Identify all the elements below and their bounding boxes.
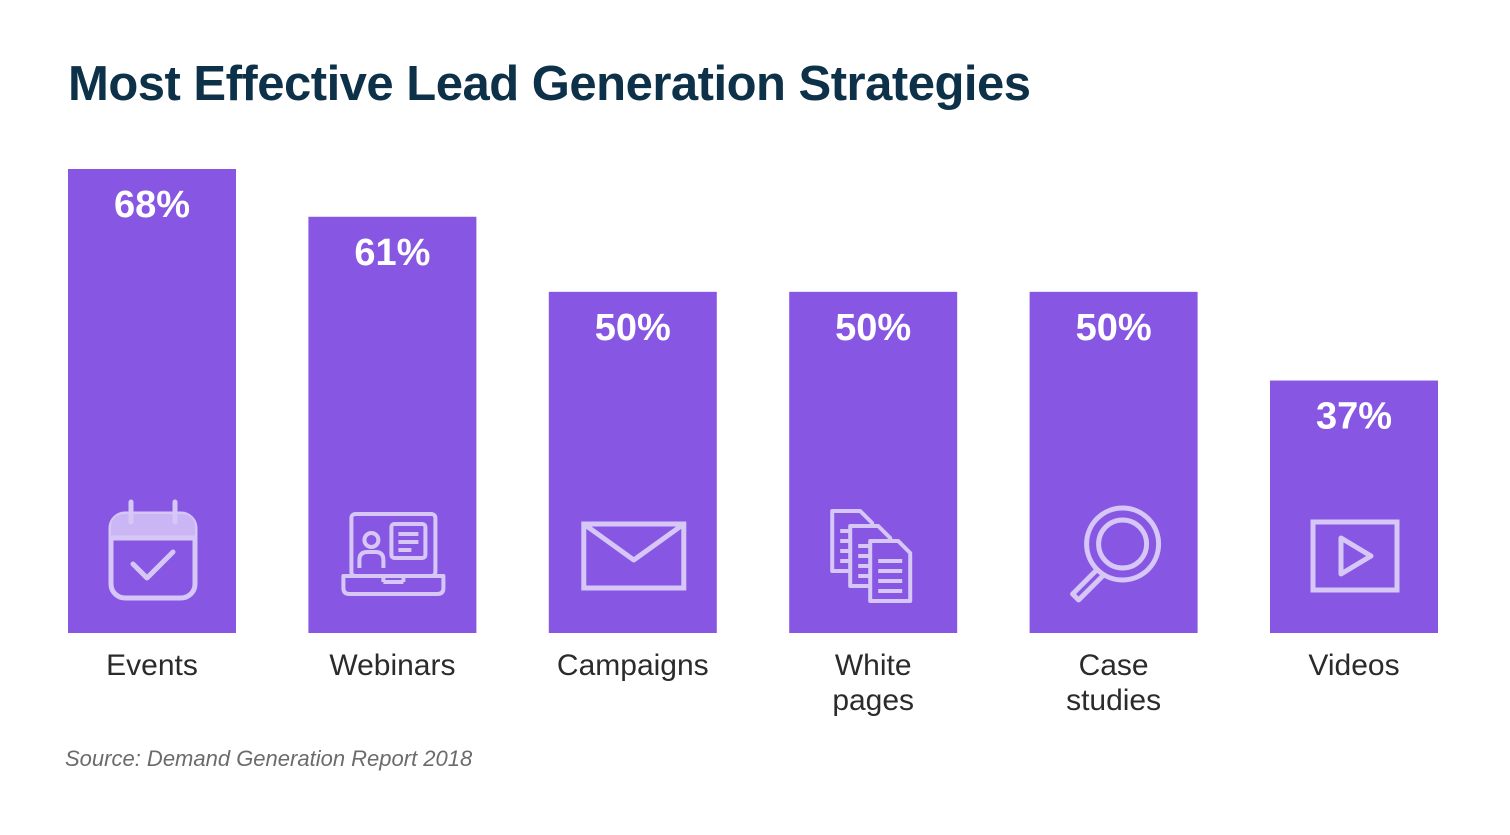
category-label: Case studies [1066, 649, 1161, 717]
category-label: Videos [1308, 649, 1399, 682]
magnifier-icon [1070, 505, 1162, 603]
calendar-check-icon [108, 499, 198, 601]
value-labels-group: 68% 61% 50% 50% 50% 37% [114, 184, 1392, 438]
value-label: 50% [1076, 307, 1152, 349]
chart-title: Most Effective Lead Generation Strategie… [68, 57, 1031, 111]
bar-case-studies [1029, 291, 1198, 633]
envelope-icon [581, 521, 687, 591]
category-label: Webinars [329, 649, 455, 682]
category-label: White pages [832, 649, 914, 717]
bar-webinars [308, 216, 477, 633]
value-label: 61% [354, 232, 430, 274]
bar-campaigns [548, 291, 717, 633]
source-note: Source: Demand Generation Report 2018 [65, 746, 473, 771]
category-label: Events [106, 649, 198, 682]
value-label: 37% [1316, 396, 1392, 438]
value-label: 50% [835, 307, 911, 349]
value-label: 68% [114, 184, 190, 226]
category-labels-group: Events Webinars Campaigns White pages Case stu… [106, 649, 1399, 717]
icons-group [108, 499, 1400, 603]
category-label: Campaigns [557, 649, 709, 682]
laptop-profile-icon [341, 512, 446, 596]
video-play-icon [1310, 519, 1400, 593]
value-label: 50% [595, 307, 671, 349]
bar-events [68, 169, 236, 633]
documents-icon [830, 509, 913, 603]
bars-group [68, 169, 1438, 633]
